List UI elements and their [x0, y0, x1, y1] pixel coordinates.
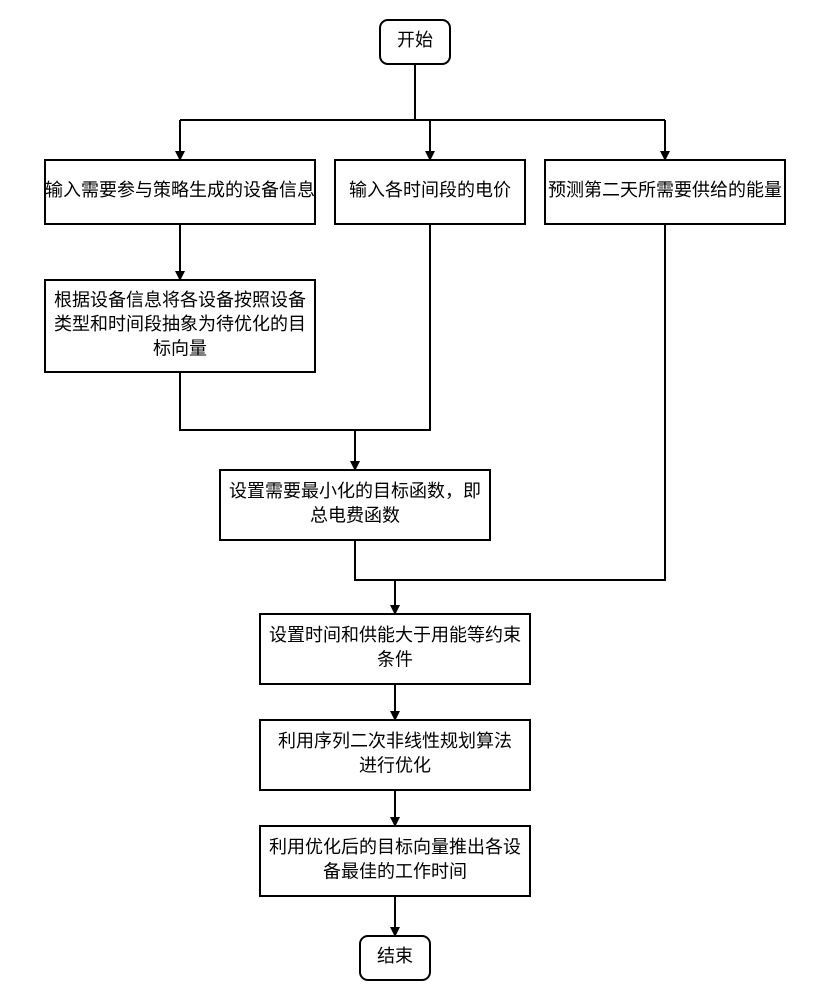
node-in_pred: 预测第二天所需要供给的能量: [545, 160, 785, 224]
node-label: 输入需要参与策略生成的设备信息: [45, 180, 315, 200]
node-label: 设置时间和供能大于用能等约束: [269, 625, 521, 645]
node-abstract: 根据设备信息将各设备按照设备类型和时间段抽象为待优化的目标向量: [45, 280, 315, 372]
node-label: 利用序列二次非线性规划算法: [278, 731, 512, 751]
node-label: 输入各时间段的电价: [349, 180, 511, 200]
node-label: 总电费函数: [310, 505, 400, 525]
edge: [355, 540, 395, 614]
node-start: 开始: [380, 20, 450, 64]
edge: [355, 224, 430, 430]
node-label: 利用优化后的目标向量推出各设: [269, 837, 521, 857]
node-label: 预测第二天所需要供给的能量: [548, 180, 782, 200]
node-label: 进行优化: [359, 755, 431, 775]
node-derive: 利用优化后的目标向量推出各设备最佳的工作时间: [260, 826, 530, 896]
node-constr: 设置时间和供能大于用能等约束条件: [260, 614, 530, 684]
node-label: 结束: [377, 946, 413, 966]
node-label: 开始: [397, 30, 433, 50]
edge: [180, 372, 355, 470]
node-end: 结束: [360, 936, 430, 980]
node-label: 根据设备信息将各设备按照设备: [54, 290, 306, 310]
node-in_price: 输入各时间段的电价: [335, 160, 525, 224]
node-label: 备最佳的工作时间: [323, 861, 467, 881]
node-opt: 利用序列二次非线性规划算法进行优化: [260, 720, 530, 790]
node-obj: 设置需要最小化的目标函数，即总电费函数: [220, 470, 490, 540]
node-label: 设置需要最小化的目标函数，即: [229, 481, 481, 501]
flowchart: 开始输入需要参与策略生成的设备信息 输入各时间段的电价 预测第二天所需要供给的能量根…: [0, 0, 830, 1000]
node-in_dev: 输入需要参与策略生成的设备信息: [45, 160, 315, 224]
node-label: 标向量: [153, 338, 207, 358]
node-label: 条件: [377, 649, 413, 669]
node-label: 类型和时间段抽象为待优化的目: [54, 314, 306, 334]
